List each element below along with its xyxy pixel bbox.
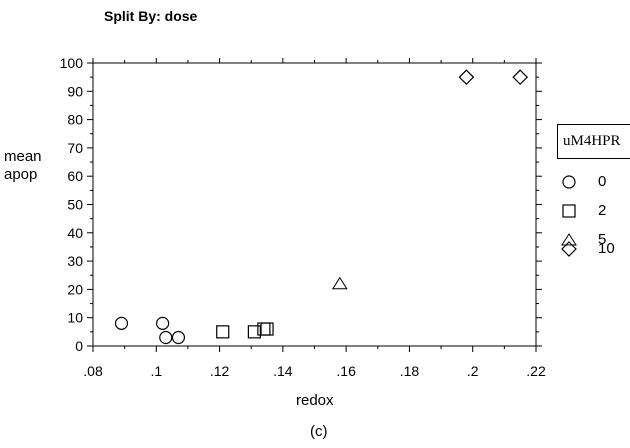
y-axis-label: mean apop [4,148,42,184]
point-dose-0 [171,330,186,345]
x-axis-label: redox [296,392,334,409]
y-axis-label-line-2: apop [4,166,38,183]
point-dose-2 [247,325,261,339]
x-tick-label: .1 [150,363,162,379]
diamond-marker-icon [561,241,577,257]
legend-title: uM4HPR [557,124,630,159]
circle-marker-icon [562,175,576,189]
x-tick-label: .18 [400,363,420,379]
point-dose-2 [260,322,274,336]
x-tick-label: .14 [273,363,293,379]
point-dose-0 [156,316,170,330]
y-tick-label: 40 [67,225,83,241]
point-dose-5 [331,276,348,290]
point-dose-2 [216,325,230,339]
square-marker-icon [562,204,576,218]
y-tick-label: 30 [67,253,83,269]
y-tick-label: 10 [67,310,83,326]
y-tick-label: 50 [67,197,83,213]
y-tick-label: 60 [67,168,83,184]
y-tick-label: 20 [67,281,83,297]
legend-item-label: 10 [598,240,615,257]
axis-ticks: 0 10 20 30 40 50 60 70 80 90 100 .08 .1 .12 .14 .16 .18.… [60,55,546,379]
y-tick-label: 90 [67,83,83,99]
x-tick-label: .2 [467,363,479,379]
point-dose-0 [114,316,129,330]
x-tick-label: .22 [526,363,546,379]
y-tick-label: 100 [60,55,84,71]
legend-item-5: 5 [560,230,630,250]
point-dose-2 [257,322,271,336]
y-tick-label: 0 [75,338,83,354]
x-tick-label: .16 [336,363,356,379]
x-tick-label: .08 [83,363,103,379]
y-tick-label: 70 [67,140,83,156]
figure-caption: (c) [310,423,328,440]
legend-item-label: 0 [598,173,607,190]
legend-item-2: 2 [560,201,630,221]
point-dose-10 [512,69,529,85]
legend-item-0: 0 [560,172,630,192]
split-by-title: Split By: dose [104,8,198,24]
y-axis-label-line-1: mean [4,148,42,165]
triangle-marker-icon [561,233,577,246]
legend-item-10: 10 [560,239,630,259]
point-dose-0 [159,330,173,345]
point-dose-10 [458,69,475,85]
data-points [114,69,529,345]
legend-item-label: 2 [598,202,607,219]
x-tick-label: .12 [210,363,230,379]
plot-frame [92,62,537,347]
y-tick-label: 80 [67,112,83,128]
legend-item-label: 5 [598,231,607,248]
